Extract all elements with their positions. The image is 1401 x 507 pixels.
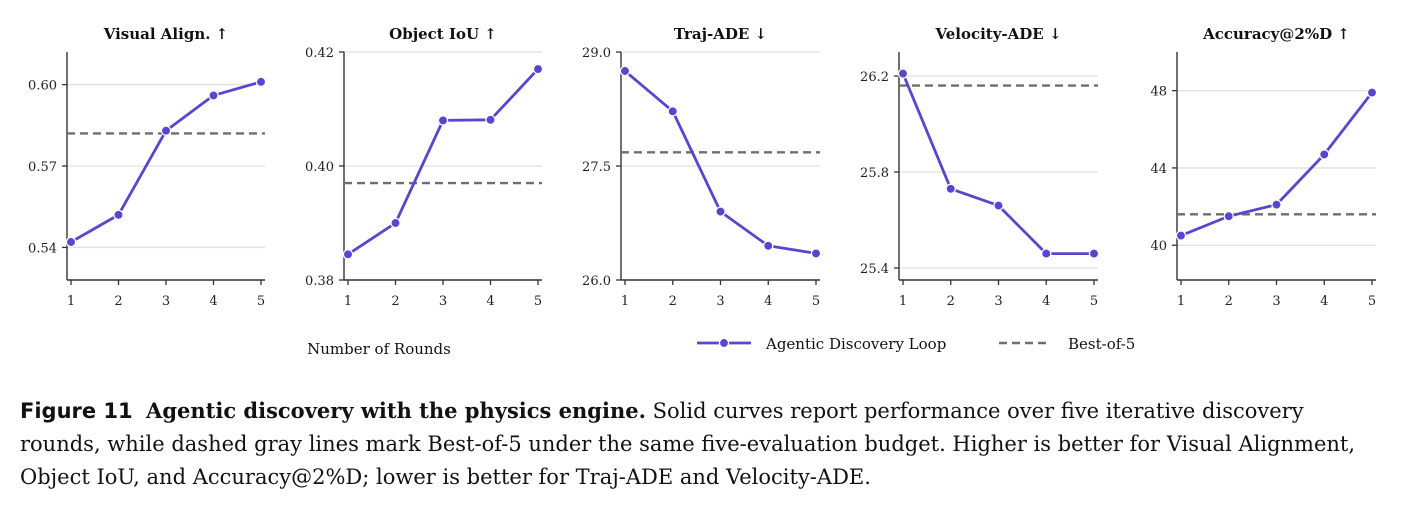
x-tick-label: 1 <box>67 294 75 309</box>
x-tick-label: 3 <box>439 294 447 309</box>
agentic-loop-line <box>70 80 262 244</box>
x-tick-label: 3 <box>162 294 170 309</box>
y-tick-label: 29.0 <box>582 46 611 61</box>
chart-panel-2: Object IoU ↑ 0.38 0.40 0.42 1 2 3 4 5 <box>305 25 544 309</box>
y-tick-label: 0.54 <box>28 241 57 256</box>
agentic-loop-point <box>715 206 726 217</box>
y-tick-label: 40 <box>1150 239 1167 254</box>
x-tick-label: 2 <box>1225 294 1233 309</box>
agentic-loop-point <box>390 217 401 229</box>
x-tick-label: 2 <box>391 294 399 309</box>
legend: Agentic Discovery Loop Best-of-5 <box>697 335 1135 353</box>
chart-panel-3: Traj-ADE ↓ 26.0 27.5 29.0 1 2 3 4 5 <box>582 25 822 309</box>
chart-title: Accuracy@2%D ↑ <box>1202 25 1350 43</box>
caption-label: Figure 11 <box>20 399 133 423</box>
y-tick-label: 25.4 <box>860 262 889 277</box>
x-tick-label: 5 <box>257 294 265 309</box>
y-tick-label: 0.60 <box>28 79 57 94</box>
x-tick-label: 1 <box>344 294 352 309</box>
agentic-loop-point <box>208 90 219 101</box>
x-tick-label: 1 <box>1177 294 1185 309</box>
y-tick-label: 27.5 <box>582 160 611 175</box>
y-tick-label: 25.8 <box>860 166 889 181</box>
chart-panel-5: Accuracy@2%D ↑ 40 44 48 1 2 3 4 5 <box>1150 25 1378 309</box>
figure-caption: Figure 11 Agentic discovery with the phy… <box>20 394 1382 494</box>
agentic-loop-point <box>1366 87 1378 98</box>
chart-title: Traj-ADE ↓ <box>674 25 767 43</box>
agentic-loop-point <box>1271 199 1282 210</box>
chart-panel-1: Visual Align. ↑ 0.54 0.57 0.60 1 2 3 4 5 <box>28 25 267 309</box>
legend-label-agentic: Agentic Discovery Loop <box>765 335 946 353</box>
x-tick-label: 5 <box>1368 294 1376 309</box>
agentic-loop-point <box>255 76 267 88</box>
agentic-loop-point <box>993 200 1004 211</box>
agentic-loop-point <box>1088 248 1100 259</box>
agentic-loop-point <box>485 114 496 126</box>
agentic-loop-line <box>901 73 1094 256</box>
x-tick-label: 2 <box>669 294 677 309</box>
x-tick-label: 2 <box>114 294 122 309</box>
agentic-loop-point <box>945 183 957 195</box>
chart-title: Object IoU ↑ <box>389 25 497 43</box>
agentic-loop-point <box>667 106 679 117</box>
x-tick-label: 4 <box>209 294 217 309</box>
legend-marker <box>718 337 730 349</box>
agentic-loop-point <box>1319 149 1330 160</box>
agentic-loop-point <box>342 249 354 260</box>
x-tick-label: 3 <box>994 294 1002 309</box>
agentic-loop-point <box>763 240 774 252</box>
x-tick-label: 3 <box>716 294 724 309</box>
x-tick-label: 4 <box>486 294 494 309</box>
y-tick-label: 0.38 <box>305 274 334 289</box>
agentic-loop-point <box>437 115 449 126</box>
agentic-loop-point <box>65 236 77 248</box>
caption-title: Agentic discovery with the physics engin… <box>146 398 646 423</box>
agentic-loop-point <box>810 248 822 259</box>
caption-text: Solid curves report performance over fiv… <box>20 399 1356 489</box>
y-tick-label: 0.42 <box>305 46 334 61</box>
x-tick-label: 5 <box>534 294 542 309</box>
y-tick-label: 26.0 <box>582 274 611 289</box>
agentic-loop-line <box>347 68 540 256</box>
agentic-loop-point <box>897 68 909 79</box>
x-tick-label: 5 <box>812 294 820 309</box>
x-tick-label: 2 <box>947 294 955 309</box>
agentic-loop-point <box>160 125 172 136</box>
agentic-loop-point <box>1223 210 1235 222</box>
chart-title: Visual Align. ↑ <box>103 25 229 43</box>
x-tick-label: 1 <box>621 294 629 309</box>
x-tick-label: 4 <box>1320 294 1328 309</box>
y-tick-label: 0.40 <box>305 160 334 175</box>
agentic-loop-line <box>624 69 817 255</box>
y-tick-label: 44 <box>1150 162 1167 177</box>
agentic-loop-point <box>113 209 124 221</box>
x-axis-label: Number of Rounds <box>307 340 451 358</box>
x-tick-label: 4 <box>1042 294 1050 309</box>
agentic-loop-point <box>532 63 544 75</box>
chart-title: Velocity-ADE ↓ <box>934 25 1061 43</box>
agentic-loop-point <box>1175 230 1187 241</box>
x-tick-label: 5 <box>1090 294 1098 309</box>
x-tick-label: 1 <box>899 294 907 309</box>
y-tick-label: 48 <box>1150 85 1167 100</box>
chart-panel-4: Velocity-ADE ↓ 25.4 25.8 26.2 1 2 3 4 5 <box>860 25 1100 309</box>
agentic-loop-point <box>619 65 631 77</box>
legend-label-best-of-5: Best-of-5 <box>1068 335 1135 353</box>
y-tick-label: 26.2 <box>860 70 889 85</box>
x-tick-label: 4 <box>764 294 772 309</box>
y-tick-label: 0.57 <box>28 160 57 175</box>
agentic-loop-point <box>1041 248 1052 259</box>
x-tick-label: 3 <box>1272 294 1280 309</box>
